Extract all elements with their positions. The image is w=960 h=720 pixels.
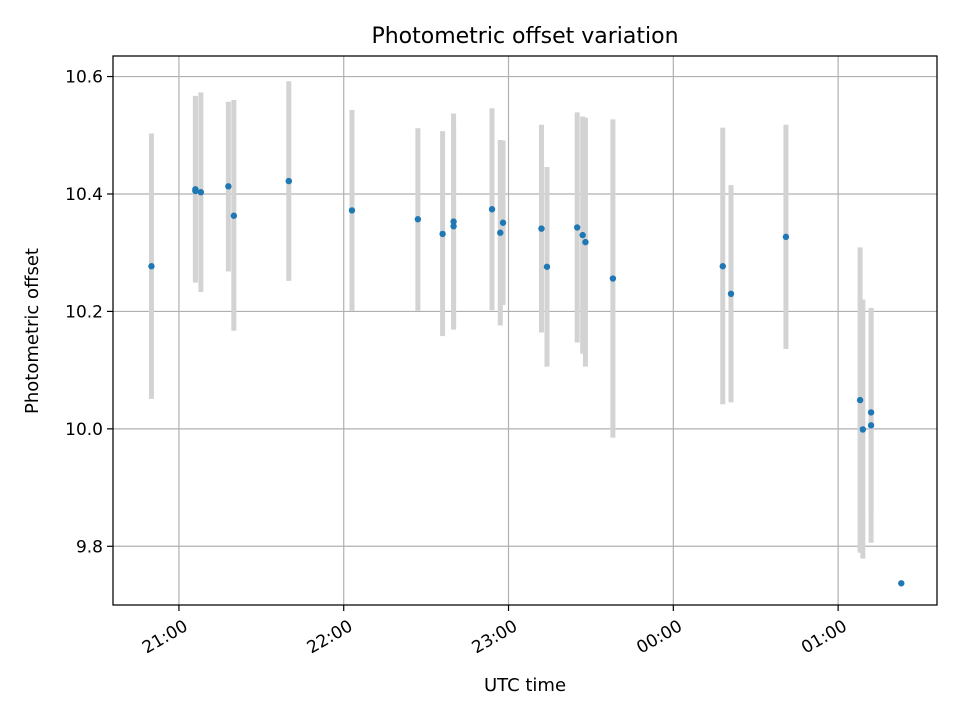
y-axis-ticks: 9.8 10.0 10.2 10.4 10.6 <box>65 68 113 557</box>
data-point <box>859 426 867 433</box>
data-point <box>543 263 551 270</box>
data-point <box>573 224 581 231</box>
y-tick-label: 10.6 <box>65 68 103 88</box>
data-point <box>285 177 292 185</box>
data-point <box>414 216 422 223</box>
data-point <box>450 223 457 230</box>
data-point <box>898 580 905 587</box>
data-point <box>867 409 875 416</box>
data-point <box>579 231 586 239</box>
y-tick-label: 10.2 <box>65 302 103 322</box>
data-point <box>782 233 790 241</box>
y-axis-label: Photometric offset <box>22 248 43 414</box>
data-point <box>225 183 232 190</box>
y-tick-label: 10.0 <box>65 420 103 440</box>
chart-title: Photometric offset variation <box>371 24 678 49</box>
data-points <box>148 177 905 587</box>
data-point <box>230 212 238 219</box>
grid-lines <box>113 56 937 605</box>
plot-area <box>113 56 937 605</box>
data-point <box>609 275 617 282</box>
data-point <box>499 219 507 226</box>
data-point <box>719 263 726 270</box>
data-point <box>488 206 496 213</box>
data-point <box>867 422 875 429</box>
y-tick-label: 10.4 <box>65 185 103 205</box>
data-point <box>148 263 155 270</box>
data-point <box>348 207 356 214</box>
data-point <box>450 218 457 225</box>
data-point <box>856 396 864 404</box>
plot-frame <box>112 55 938 606</box>
data-point <box>197 189 205 196</box>
data-point <box>192 186 199 193</box>
data-point <box>582 238 589 246</box>
data-point <box>497 229 504 236</box>
data-point <box>439 230 446 238</box>
data-point <box>538 225 545 232</box>
x-axis-label: UTC time <box>484 675 566 696</box>
y-tick-label: 9.8 <box>76 537 103 557</box>
data-point <box>727 290 735 298</box>
